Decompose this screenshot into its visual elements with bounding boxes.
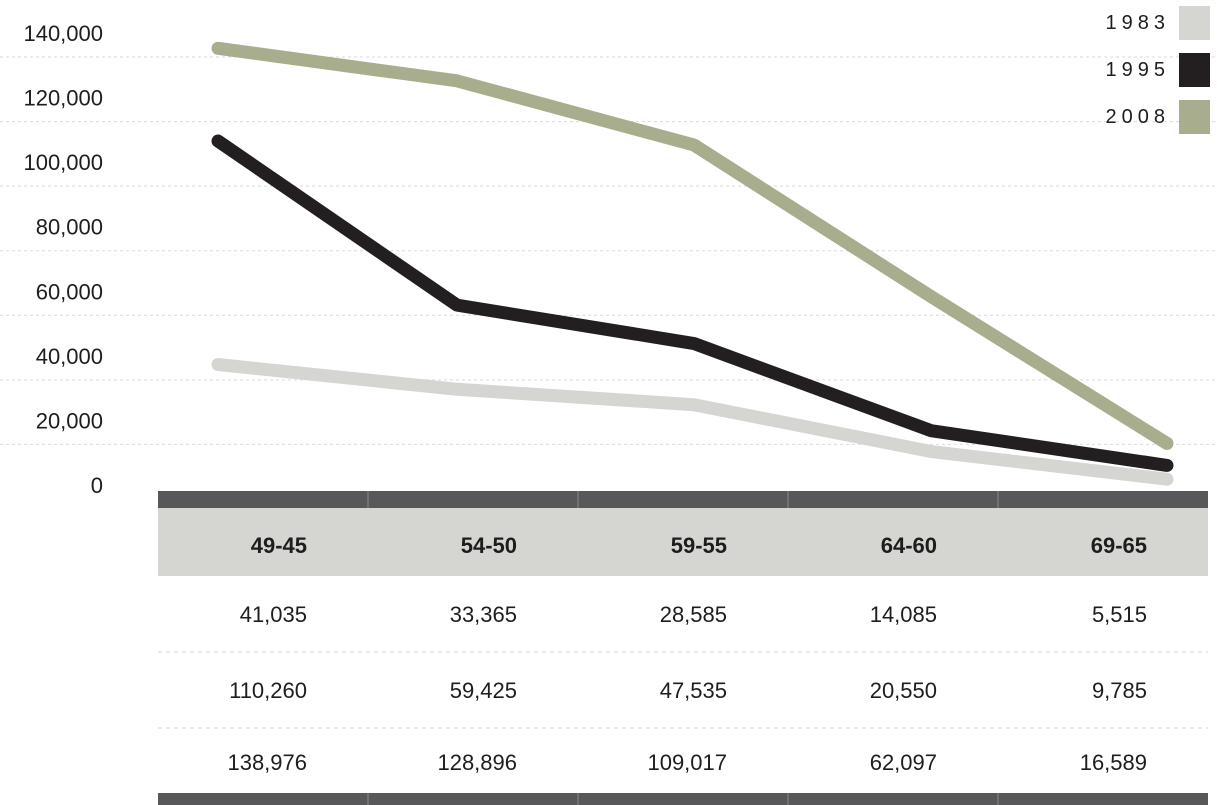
table-value-cell: 16,589: [1080, 750, 1147, 775]
table-header-cell: 64-60: [881, 533, 937, 558]
legend: 1983 1995 2008: [1106, 6, 1210, 134]
y-tick-label: 60,000: [36, 279, 103, 304]
table-value-cell: 138,976: [227, 750, 307, 775]
y-tick-label: 100,000: [23, 150, 103, 175]
grid-lines: [0, 56, 1217, 445]
legend-swatch-1983: [1179, 6, 1210, 40]
table-bottom-bar: [158, 793, 1208, 805]
table-header-cell: 54-50: [461, 533, 517, 558]
table-value-cell: 5,515: [1092, 602, 1147, 627]
table-value-cell: 41,035: [240, 602, 307, 627]
table-value-cell: 28,585: [660, 602, 727, 627]
legend-swatch-1995: [1179, 53, 1210, 87]
y-tick-label: 140,000: [23, 21, 103, 46]
table-header-cell: 69-65: [1091, 533, 1147, 558]
table-value-cell: 109,017: [647, 750, 727, 775]
table-value-cell: 9,785: [1092, 678, 1147, 703]
table-value-cell: 14,085: [870, 602, 937, 627]
table-value-cell: 128,896: [437, 750, 517, 775]
table-header-band: [158, 508, 1208, 576]
table-value-cell: 62,097: [870, 750, 937, 775]
table-value-cell: 110,260: [229, 678, 307, 703]
table-value-cell: 33,365: [450, 602, 517, 627]
legend-label-2008: 2008: [1106, 106, 1171, 128]
y-axis: 0 20,000 40,000 60,000 80,000 100,000 120,000 1…: [23, 21, 103, 498]
y-tick-label: 80,000: [36, 215, 103, 240]
y-tick-label: 40,000: [36, 344, 103, 369]
series-line-1983: [211, 358, 1174, 486]
data-table: 49-45 54-50 59-55 64-60 69-65 41,035 33,365 28,…: [158, 491, 1208, 805]
table-value-cell: 20,550: [870, 678, 937, 703]
series-line-1995: [211, 134, 1174, 472]
legend-swatch-2008: [1179, 100, 1210, 134]
legend-label-1983: 1983: [1106, 12, 1171, 34]
y-tick-label: 120,000: [23, 86, 103, 111]
table-header-cell: 49-45: [251, 533, 307, 558]
table-value-cell: 59,425: [450, 678, 517, 703]
y-tick-label: 0: [91, 473, 103, 498]
legend-label-1995: 1995: [1106, 59, 1171, 81]
series-lines: [211, 41, 1174, 486]
table-value-cell: 47,535: [660, 678, 727, 703]
table-top-bar: [158, 491, 1208, 508]
series-line-2008: [211, 41, 1174, 450]
table-header-cell: 59-55: [671, 533, 727, 558]
y-tick-label: 20,000: [36, 408, 103, 433]
